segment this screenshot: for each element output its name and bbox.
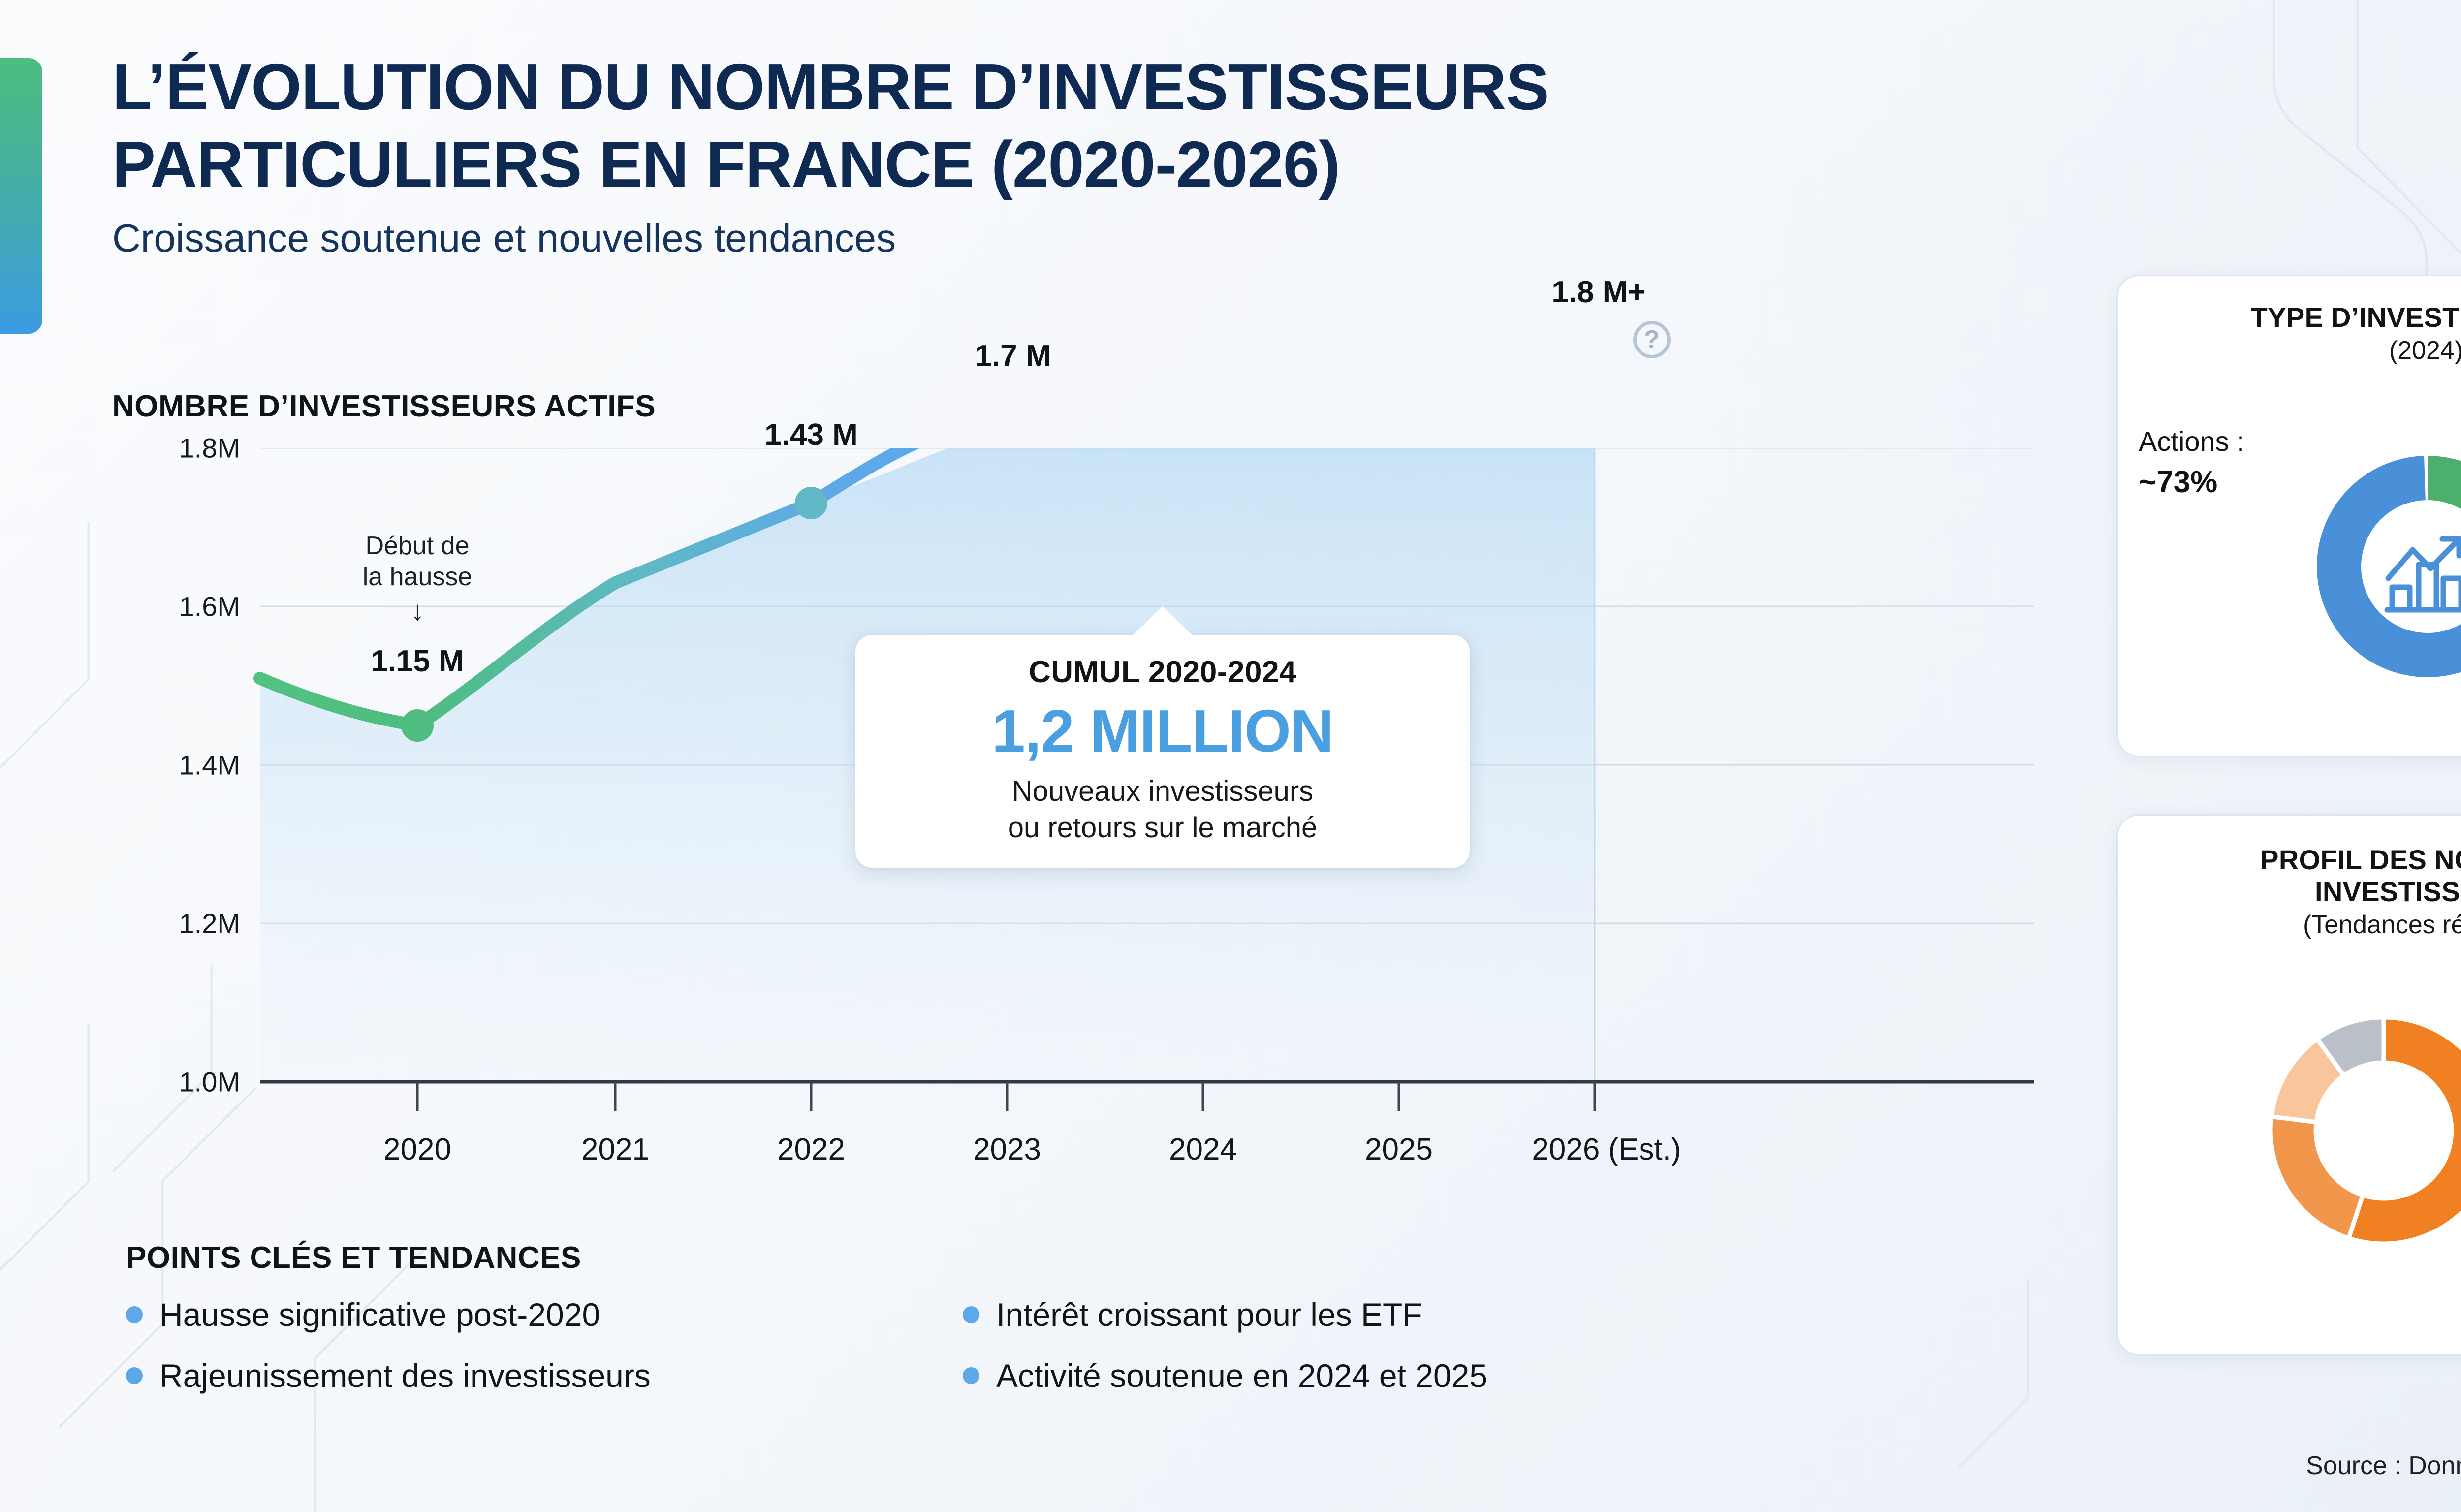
data-point-2022 [795, 487, 827, 519]
y-tick-1.4M: 1.4M [179, 749, 241, 781]
chart-heading: NOMBRE D’INVESTISSEURS ACTIFS [112, 389, 656, 423]
data-label-2026: 1.8 M+ [1551, 275, 1646, 309]
panel-profile-subtitle: (Tendances récentes) [2303, 910, 2461, 939]
y-tick-1.2M: 1.2M [179, 908, 241, 939]
x-tick-2026: 2026 (Est.) [1532, 1133, 1681, 1166]
key-point-label: Activité soutenue en 2024 et 2025 [996, 1357, 1488, 1394]
panel-investment-subtitle: (2024) [2389, 336, 2461, 365]
data-label-2022: 1.43 M [764, 418, 858, 452]
y-axis-ticks: 1.8M 1.6M 1.4M 1.2M 1.0M [112, 433, 241, 1098]
bullet-dot-icon [963, 1367, 979, 1384]
cumul-callout: CUMUL 2020-2024 1,2 MILLION Nouveaux inv… [855, 635, 1470, 868]
bullet-dot-icon [126, 1306, 143, 1323]
key-point-label: Intérêt croissant pour les ETF [996, 1296, 1422, 1333]
page-title-line2: PARTICULIERS EN FRANCE (2020-2026) [112, 128, 1340, 201]
x-tick-2020: 2020 [383, 1133, 451, 1166]
page-subtitle: Croissance soutenue et nouvelles tendanc… [112, 216, 896, 260]
profile-segment-35-49 [2268, 1114, 2366, 1241]
page-title: L’ÉVOLUTION DU NOMBRE D’INVESTISSEURS PA… [112, 48, 2032, 203]
y-tick-1.0M: 1.0M [179, 1066, 241, 1098]
page-title-line1: L’ÉVOLUTION DU NOMBRE D’INVESTISSEURS [112, 51, 1549, 123]
profile-segment-moins-35 [2346, 1015, 2461, 1246]
bullet-dot-icon [126, 1367, 143, 1384]
line-chart-plot: 1.8M 1.6M 1.4M 1.2M 1.0M [112, 275, 2061, 1166]
profile-segment-65-plus [2314, 1015, 2386, 1079]
donut-segment-etf [2428, 456, 2461, 509]
panel-profile-title-line2: INVESTISSEURS [2314, 876, 2461, 907]
line-chart-section: NOMBRE D’INVESTISSEURS ACTIFS 1.8M 1.6M … [112, 275, 2061, 1166]
donut-label-actions-text: Actions : [2139, 426, 2244, 457]
growth-chart-icon [2384, 536, 2461, 613]
key-points-grid: Hausse significative post-2020 Intérêt c… [126, 1296, 1947, 1394]
callout-value: 1,2 MILLION [992, 697, 1334, 764]
data-point-2020 [401, 709, 434, 742]
annotation-line1: Début de [365, 532, 470, 560]
panel-profil-investisseurs: PROFIL DES NOUVEAUX INVESTISSEURS (Tenda… [2116, 814, 2461, 1355]
x-tick-2022: 2022 [777, 1133, 845, 1166]
callout-sub-line1: Nouveaux investisseurs [1011, 775, 1314, 807]
x-tick-2021: 2021 [581, 1133, 649, 1166]
help-icon[interactable]: ? [1633, 321, 1671, 358]
callout-subtext: Nouveaux investisseurs ou retours sur le… [881, 773, 1444, 846]
panel-type-investissement: TYPE D’INVESTISSEMENT (2024) Actions : ~… [2116, 275, 2461, 757]
panel-investment-title: TYPE D’INVESTISSEMENT [2250, 302, 2461, 333]
key-point-item: Hausse significative post-2020 [126, 1296, 963, 1333]
annotation-debut-hausse: Début de la hausse [363, 531, 473, 593]
donut-label-actions-value: ~73% [2139, 465, 2218, 499]
key-points-section: POINTS CLÉS ET TENDANCES Hausse signific… [126, 1240, 1947, 1394]
callout-kicker: CUMUL 2020-2024 [1029, 655, 1296, 689]
annotation-line2: la hausse [362, 563, 473, 592]
accent-bar [0, 58, 42, 334]
donut-segment-actions [2317, 456, 2461, 677]
key-points-title: POINTS CLÉS ET TENDANCES [126, 1241, 581, 1275]
data-label-2020: 1.15 M [371, 644, 464, 678]
key-point-label: Hausse significative post-2020 [159, 1296, 600, 1333]
y-tick-1.6M: 1.6M [179, 591, 241, 622]
x-tick-2023: 2023 [973, 1133, 1041, 1166]
annotation-down-arrow-icon: ↓ [410, 595, 424, 626]
profile-donut-chart [2268, 1015, 2461, 1246]
data-label-2024: 1.7 M [975, 339, 1051, 373]
x-tick-2024: 2024 [1169, 1133, 1237, 1166]
bullet-dot-icon [963, 1306, 979, 1323]
panel-profile-title: PROFIL DES NOUVEAUX INVESTISSEURS [2118, 844, 2461, 908]
source-note: Source : Données AMF et estimations [2306, 1451, 2461, 1480]
panel-profile-title-line1: PROFIL DES NOUVEAUX [2260, 844, 2461, 875]
callout-sub-line2: ou retours sur le marché [1008, 812, 1318, 844]
header: L’ÉVOLUTION DU NOMBRE D’INVESTISSEURS PA… [112, 48, 2032, 261]
key-point-item: Intérêt croissant pour les ETF [963, 1296, 1799, 1333]
key-point-label: Rajeunissement des investisseurs [159, 1357, 651, 1394]
donut-label-actions: Actions : ~73% [2139, 424, 2244, 502]
key-point-item: Rajeunissement des investisseurs [126, 1357, 963, 1394]
investment-donut-chart: ETF [2317, 456, 2461, 677]
y-tick-1.8M: 1.8M [179, 432, 241, 464]
key-point-item: Activité soutenue en 2024 et 2025 [963, 1357, 1799, 1394]
x-tick-2025: 2025 [1365, 1133, 1433, 1166]
